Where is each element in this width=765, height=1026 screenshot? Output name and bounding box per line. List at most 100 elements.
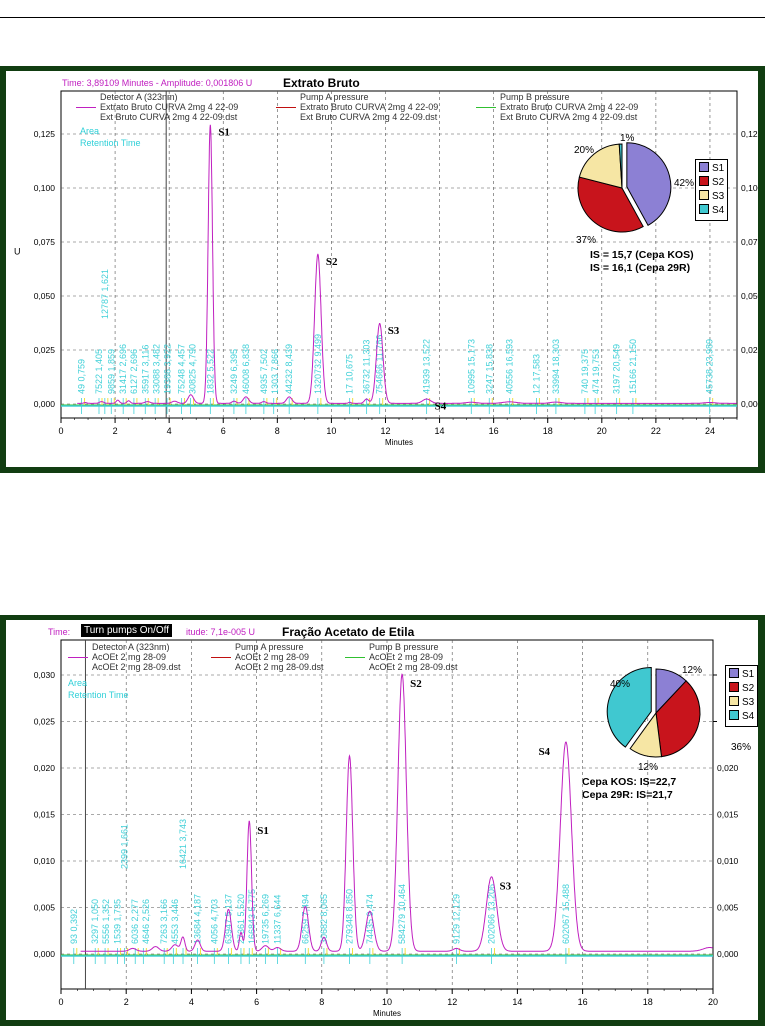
peak-label: 33088 3,482 <box>151 344 161 394</box>
legend-swatch <box>345 657 365 659</box>
peak-label: 7263 3,166 <box>159 899 169 944</box>
legend-line2: AcOEt 2 mg 28-09.dst <box>92 662 181 672</box>
y-tick-label-right: 0,000 <box>717 949 739 959</box>
peak-label: 1320732 9,499 <box>313 334 323 394</box>
peak-label: 13684 4,187 <box>192 894 202 944</box>
peak-label: 12787 1,621 <box>100 269 110 319</box>
x-tick-label: 18 <box>643 997 653 1007</box>
pie-percent-label: 1% <box>620 133 635 144</box>
annot-retention-time: Retention Time <box>80 138 141 148</box>
peak-label: 75248 4,457 <box>177 344 187 394</box>
legend-name: Pump B pressure <box>369 642 439 652</box>
y-tick-label-right: 0,020 <box>717 763 739 773</box>
chromatogram-plot[interactable]: 024681012141618202224MinutesU0,0000,0000… <box>6 71 758 467</box>
legend-swatch <box>476 107 496 109</box>
pie-legend-s3: S3 <box>699 190 724 204</box>
y-tick-label-right: 0,050 <box>741 291 758 301</box>
peak-name-s2: S2 <box>326 256 338 268</box>
y-tick-label-right: 0,100 <box>741 183 758 193</box>
chromatogram-plot[interactable]: 0 2 4 6 8 10 12 14 16 18 20 Minutes 0,000 0,000 0,005 0… <box>6 620 758 1020</box>
pie-percent-label: 12% <box>682 665 702 676</box>
peak-label: 6127 2,696 <box>129 349 139 394</box>
y-tick-label-left: 0,030 <box>34 670 56 680</box>
annot-area: Area <box>80 126 100 136</box>
peak-label: 40556 16,593 <box>505 339 515 394</box>
pie-legend-s1: S1 <box>699 162 724 176</box>
peak-label: 3197 20,549 <box>612 344 622 394</box>
legend-swatch <box>276 107 296 109</box>
legend-name: Pump A pressure <box>300 92 369 102</box>
peak-name-s1: S1 <box>257 825 269 837</box>
legend-line1: AcOEt 2 mg 28-09 <box>235 652 310 662</box>
peak-label: 63947 5,137 <box>223 894 233 944</box>
peak-label: 584279 10,464 <box>397 884 407 944</box>
peak-label: 46008 6,838 <box>241 344 251 394</box>
x-tick-label: 10 <box>326 426 336 436</box>
cursor-readout-end: itude: 7,1e-005 U <box>186 627 256 637</box>
x-tick-label: 0 <box>58 426 63 436</box>
is-line: IS = 15,7 (Cepa KOS) <box>590 249 694 261</box>
cursor-readout: Time: 3,89109 Minutes - Amplitude: 0,001… <box>62 78 253 88</box>
legend-name: Pump A pressure <box>235 642 304 652</box>
peak-label: 9859 1,859 <box>106 349 116 394</box>
peak-name-s3: S3 <box>500 881 512 893</box>
peak-name-s4: S4 <box>538 746 550 758</box>
peak-label: 30682 8,065 <box>319 894 329 944</box>
peak-label: 27361 5,520 <box>236 894 246 944</box>
x-tick-label: 8 <box>275 426 280 436</box>
peak-label: 19386 3,922 <box>162 344 172 394</box>
peak-label: 12 17,583 <box>531 354 541 394</box>
x-tick-label: 14 <box>512 997 522 1007</box>
y-tick-label-left: 0,000 <box>34 399 56 409</box>
peak-label: 1832 5,522 <box>205 349 215 394</box>
peak-label: 4935 7,502 <box>259 349 269 394</box>
pie-percent-label: 40% <box>610 679 630 690</box>
y-tick-label-right: 0,015 <box>717 810 739 820</box>
pie-legend-s2: S2 <box>729 682 754 696</box>
chromatogram-window-extrato-bruto: 024681012141618202224MinutesU0,0000,0000… <box>0 66 765 473</box>
chart-title: Fração Acetato de Etila <box>282 625 415 639</box>
x-tick-label: 16 <box>489 426 499 436</box>
peak-label: 45738 23,989 <box>705 339 715 394</box>
peak-label: 1539 1,735 <box>113 899 123 944</box>
pie-slice-s2 <box>655 680 701 758</box>
peak-label: 9129 12,129 <box>451 894 461 944</box>
legend-line2: Ext Bruto CURVA 2mg 4 22-09.dst <box>100 112 238 122</box>
pie-slice-s3 <box>629 711 663 758</box>
cursor-readout-start: Time: <box>48 627 71 637</box>
x-tick-label: 12 <box>447 997 457 1007</box>
peak-label: 279348 8,850 <box>345 889 355 944</box>
peak-label: 66259 7,494 <box>300 894 310 944</box>
chromatogram-window-acetato: 0 2 4 6 8 10 12 14 16 18 20 Minutes 0,000 0,000 0,005 0… <box>0 615 765 1026</box>
peak-label: 754666 11,786 <box>375 335 385 394</box>
peak-label: 31417 2,696 <box>118 344 128 394</box>
y-tick-label-left: 0,000 <box>34 949 56 959</box>
x-tick-label: 0 <box>58 997 63 1007</box>
y-tick-label-left: 0,015 <box>34 810 56 820</box>
pie-legend-s4: S4 <box>729 710 754 724</box>
x-tick-label: 20 <box>708 997 718 1007</box>
peak-label: 4553 3,446 <box>170 899 180 944</box>
y-tick-label-right: 0,005 <box>717 903 739 913</box>
x-tick-label: 24 <box>705 426 715 436</box>
is-line: IS = 16,1 (Cepa 29R) <box>590 262 691 274</box>
y-tick-label-left: 0,050 <box>34 291 56 301</box>
y-tick-label-right: 0,000 <box>741 399 758 409</box>
peak-label: 33994 18,303 <box>551 339 561 394</box>
legend-swatch <box>68 657 88 659</box>
y-tick-label-left: 0,005 <box>34 903 56 913</box>
pie-percent-label: 42% <box>674 178 694 189</box>
page-top-rule <box>0 17 765 18</box>
legend-line1: AcOEt 2 mg 28-09 <box>92 652 167 662</box>
pie-percent-label: 20% <box>574 145 594 156</box>
x-tick-label: 6 <box>221 426 226 436</box>
peak-label: 17 10,675 <box>345 354 355 394</box>
y-tick-label-left: 0,020 <box>34 763 56 773</box>
peak-label: 3249 6,395 <box>229 349 239 394</box>
legend-swatch <box>76 107 96 109</box>
peak-label: 3297 1,050 <box>90 899 100 944</box>
pie-slice-s1 <box>626 142 672 226</box>
peak-label: 474 19,753 <box>591 349 601 394</box>
legend-swatch <box>211 657 231 659</box>
peak-label: 11337 6,644 <box>273 895 283 944</box>
